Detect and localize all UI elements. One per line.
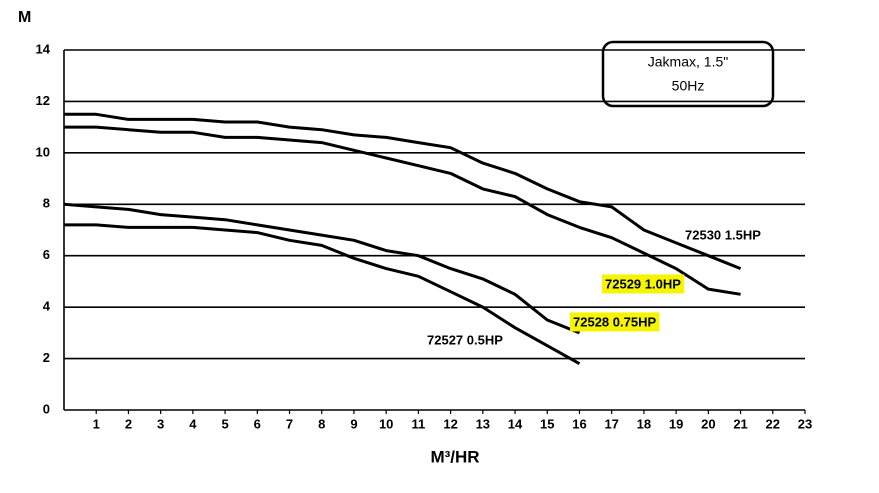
x-tick-label: 7 (286, 416, 293, 431)
y-tick-label: 12 (36, 93, 50, 108)
annotation-box (601, 40, 775, 108)
x-tick-label: 19 (669, 416, 683, 431)
series-label-group: 72527 0.5HP (427, 332, 503, 347)
y-tick-label: 0 (43, 401, 50, 416)
x-tick-label: 2 (125, 416, 132, 431)
x-tick-label: 20 (701, 416, 715, 431)
y-tick-label: 8 (43, 196, 50, 211)
curve (64, 223, 581, 366)
series-label: 72527 0.5HP (427, 332, 503, 347)
label-highlight (570, 312, 660, 332)
series-label: 72529 1.0HP (605, 276, 681, 291)
x-tick-label: 12 (443, 416, 457, 431)
x-tick-label: 18 (637, 416, 651, 431)
x-tick-label: 10 (379, 416, 393, 431)
annotation-line: Jakmax, 1.5" (648, 54, 728, 70)
series-label-group: 72529 1.0HP (602, 274, 685, 294)
x-tick-label: 3 (157, 416, 164, 431)
annotation-line: 50Hz (672, 78, 705, 94)
y-tick-label: 10 (36, 144, 50, 159)
x-axis-label: M³/HR (430, 447, 479, 466)
x-tick-label: 17 (604, 416, 618, 431)
x-tick-label: 16 (572, 416, 586, 431)
series-label-group: 72528 0.75HP (570, 312, 660, 332)
x-tick-label: 11 (412, 416, 426, 431)
curve (63, 202, 581, 335)
series-label-group: 72530 1.5HP (685, 227, 761, 242)
y-tick-label: 2 (43, 350, 50, 365)
x-tick-label: 8 (318, 416, 325, 431)
y-tick-label: 6 (43, 247, 50, 262)
x-tick-label: 1 (93, 416, 100, 431)
x-tick-label: 15 (540, 416, 554, 431)
y-tick-label: 14 (36, 41, 51, 56)
series-label: 72528 0.75HP (573, 314, 656, 329)
series-label: 72530 1.5HP (685, 227, 761, 242)
x-tick-label: 13 (476, 416, 490, 431)
curve (64, 125, 741, 296)
label-highlight (602, 274, 685, 294)
x-tick-label: 23 (798, 416, 812, 431)
x-tick-label: 5 (221, 416, 228, 431)
x-tick-label: 21 (733, 416, 747, 431)
x-tick-label: 6 (254, 416, 261, 431)
y-tick-label: 4 (43, 299, 51, 314)
x-tick-label: 9 (350, 416, 357, 431)
y-axis-label: M (18, 9, 31, 26)
x-tick-label: 14 (508, 416, 523, 431)
curve (64, 112, 742, 270)
x-tick-label: 22 (766, 416, 780, 431)
x-tick-label: 4 (189, 416, 197, 431)
